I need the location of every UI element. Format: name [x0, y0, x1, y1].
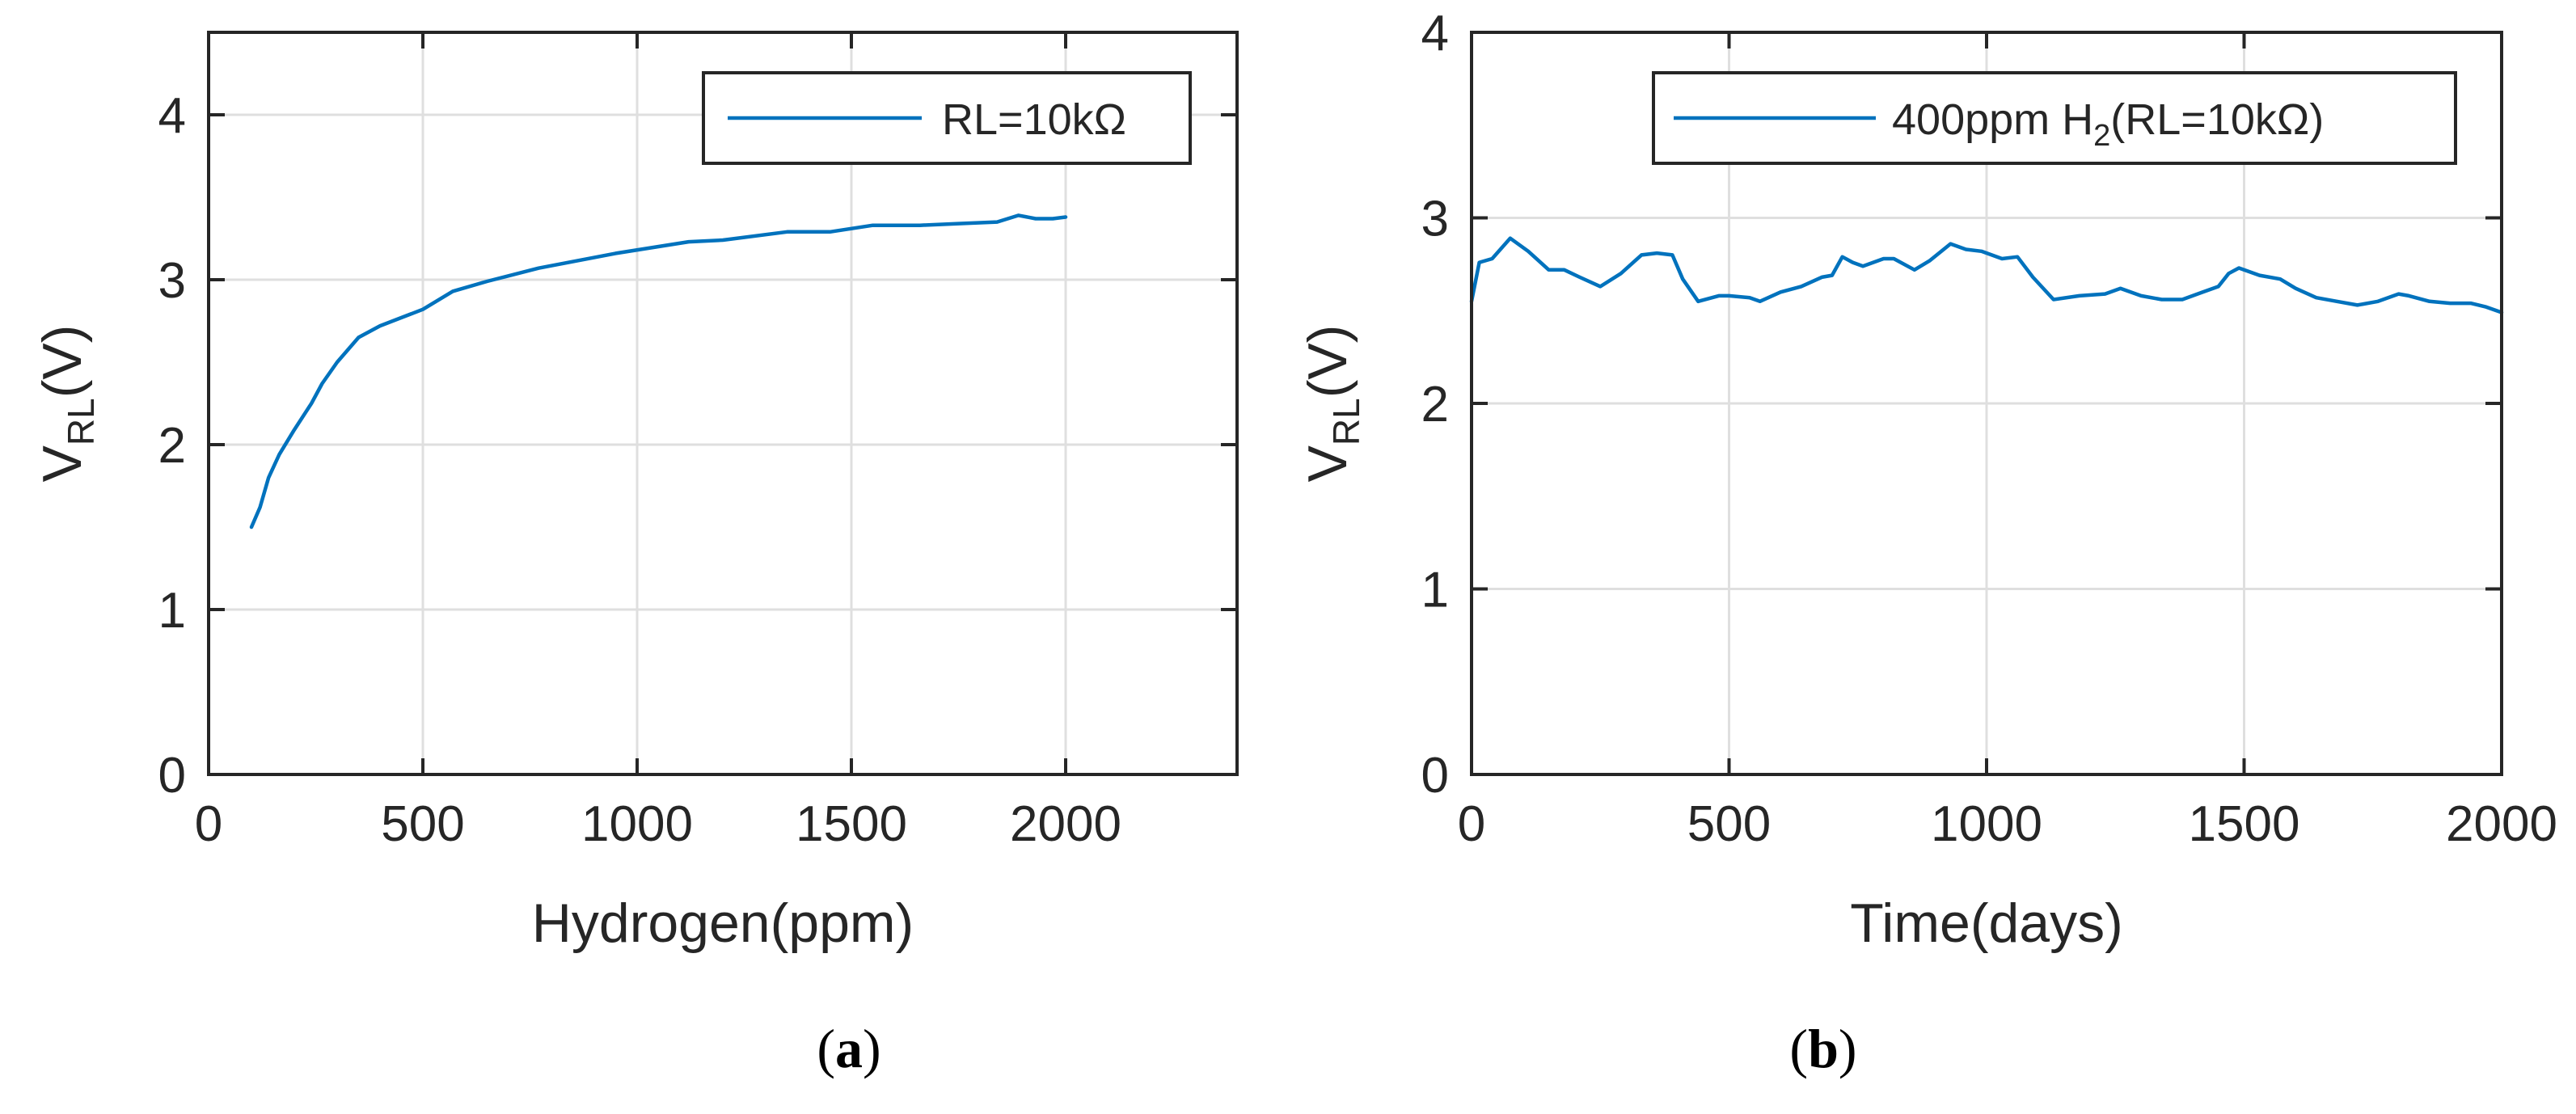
caption-open: ( [1789, 1018, 1808, 1079]
y-tick-label: 3 [1421, 192, 1449, 247]
y-tick-label: 2 [158, 418, 186, 474]
y-axis-label-main: V [32, 445, 93, 482]
caption-close: ) [1839, 1018, 1857, 1079]
y-axis-label-suffix: (V) [32, 325, 93, 399]
x-axis-label: Time(days) [1850, 892, 2123, 954]
y-axis-label-main: V [1297, 445, 1358, 482]
data-series-line [1469, 236, 2504, 314]
panel-caption: (a) [817, 1018, 880, 1079]
panel-caption: (b) [1789, 1018, 1856, 1079]
chart-a: 0 500 1000 1500 2000 0 1 2 3 4 Hydrogen(ppm) VRL(V)… [32, 31, 1239, 1079]
legend-label-main: RL=10kΩ [942, 95, 1126, 144]
caption-letter: b [1808, 1018, 1839, 1079]
legend: RL=10kΩ [702, 71, 1192, 165]
x-tick-label: 2000 [1010, 796, 1121, 852]
y-axis-label-subscript: RL [1325, 398, 1367, 445]
y-tick-label: 4 [1421, 6, 1449, 61]
caption-open: ( [817, 1018, 835, 1079]
x-tick-label: 1000 [1931, 796, 2042, 852]
x-tick-label: 2000 [2446, 796, 2557, 852]
y-tick-label: 0 [158, 748, 186, 804]
x-tick-label: 500 [381, 796, 464, 852]
x-tick-label: 1000 [581, 796, 693, 852]
data-series-line [249, 213, 1068, 530]
caption-letter: a [835, 1018, 863, 1079]
chart-b: 0 500 1000 1500 2000 0 1 2 3 4 Time(days) VRL(V) 400… [1297, 6, 2557, 1079]
y-axis-label: VRL(V) [1297, 325, 1367, 483]
legend-label-main: 400ppm H [1892, 95, 2093, 144]
y-tick-label: 0 [1421, 748, 1449, 804]
legend-label: RL=10kΩ [942, 95, 1126, 144]
y-tick-label: 3 [158, 253, 186, 309]
y-axis-label: VRL(V) [32, 325, 102, 483]
y-tick-label: 1 [1421, 563, 1449, 618]
legend-label-suffix: (RL=10kΩ) [2110, 95, 2324, 144]
y-tick-label: 1 [158, 583, 186, 639]
x-tick-label: 0 [195, 796, 222, 852]
y-tick-label: 2 [1421, 377, 1449, 433]
x-tick-label: 1500 [2189, 796, 2300, 852]
axes-frame [207, 31, 1239, 776]
x-axis-label: Hydrogen(ppm) [532, 892, 914, 954]
y-tick-label: 4 [158, 88, 186, 144]
legend-label-subscript: 2 [2093, 119, 2110, 153]
legend-label: 400ppm H2(RL=10kΩ) [1892, 95, 2324, 153]
legend: 400ppm H2(RL=10kΩ) [1652, 71, 2457, 165]
x-tick-label: 500 [1687, 796, 1771, 852]
y-axis-label-subscript: RL [60, 398, 102, 445]
x-tick-label: 1500 [796, 796, 907, 852]
x-tick-label: 0 [1458, 796, 1485, 852]
y-axis-label-suffix: (V) [1297, 325, 1358, 399]
caption-close: ) [863, 1018, 881, 1079]
